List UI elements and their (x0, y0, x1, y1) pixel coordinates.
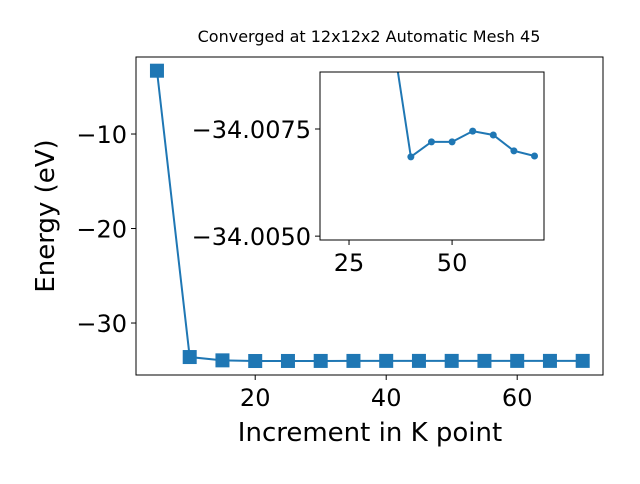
y-tick-label: −10 (76, 121, 127, 149)
data-marker (531, 152, 539, 160)
data-marker (510, 353, 525, 368)
x-tick-label: 50 (437, 249, 468, 277)
data-marker (215, 353, 230, 368)
data-marker (510, 147, 518, 155)
x-tick-label: 20 (240, 384, 271, 412)
axes-frame (135, 56, 604, 376)
axes-frame (319, 71, 545, 241)
data-line (396, 72, 535, 159)
data-marker (387, 18, 394, 25)
chart-title: Converged at 12x12x2 Automatic Mesh 45 (198, 27, 541, 46)
data-marker (448, 138, 456, 146)
y-tick-label: −34.0050 (192, 223, 311, 251)
data-marker (182, 350, 197, 365)
y-tick-label: −34.0075 (192, 116, 311, 144)
data-marker (427, 138, 435, 146)
data-marker (248, 354, 263, 369)
data-marker (346, 353, 361, 368)
data-marker (575, 353, 590, 368)
data-marker (280, 353, 295, 368)
data-marker (407, 153, 415, 161)
plot-clip (387, 18, 539, 161)
data-marker (411, 353, 426, 368)
data-marker (444, 353, 459, 368)
data-marker (542, 353, 557, 368)
y-tick-label: −20 (76, 216, 127, 244)
data-marker (489, 131, 497, 139)
x-axis-label: Increment in K point (238, 418, 502, 448)
plot-area (320, 72, 544, 240)
data-marker (313, 353, 328, 368)
y-axis-label: Energy (eV) (31, 139, 61, 292)
x-tick-label: 40 (371, 384, 402, 412)
plot-clip (149, 63, 590, 369)
data-marker (469, 127, 477, 135)
data-marker (379, 353, 394, 368)
data-marker (149, 63, 164, 78)
x-tick-label: 25 (334, 249, 365, 277)
x-tick-label: 60 (502, 384, 533, 412)
data-marker (477, 353, 492, 368)
y-tick-label: −30 (76, 310, 127, 338)
